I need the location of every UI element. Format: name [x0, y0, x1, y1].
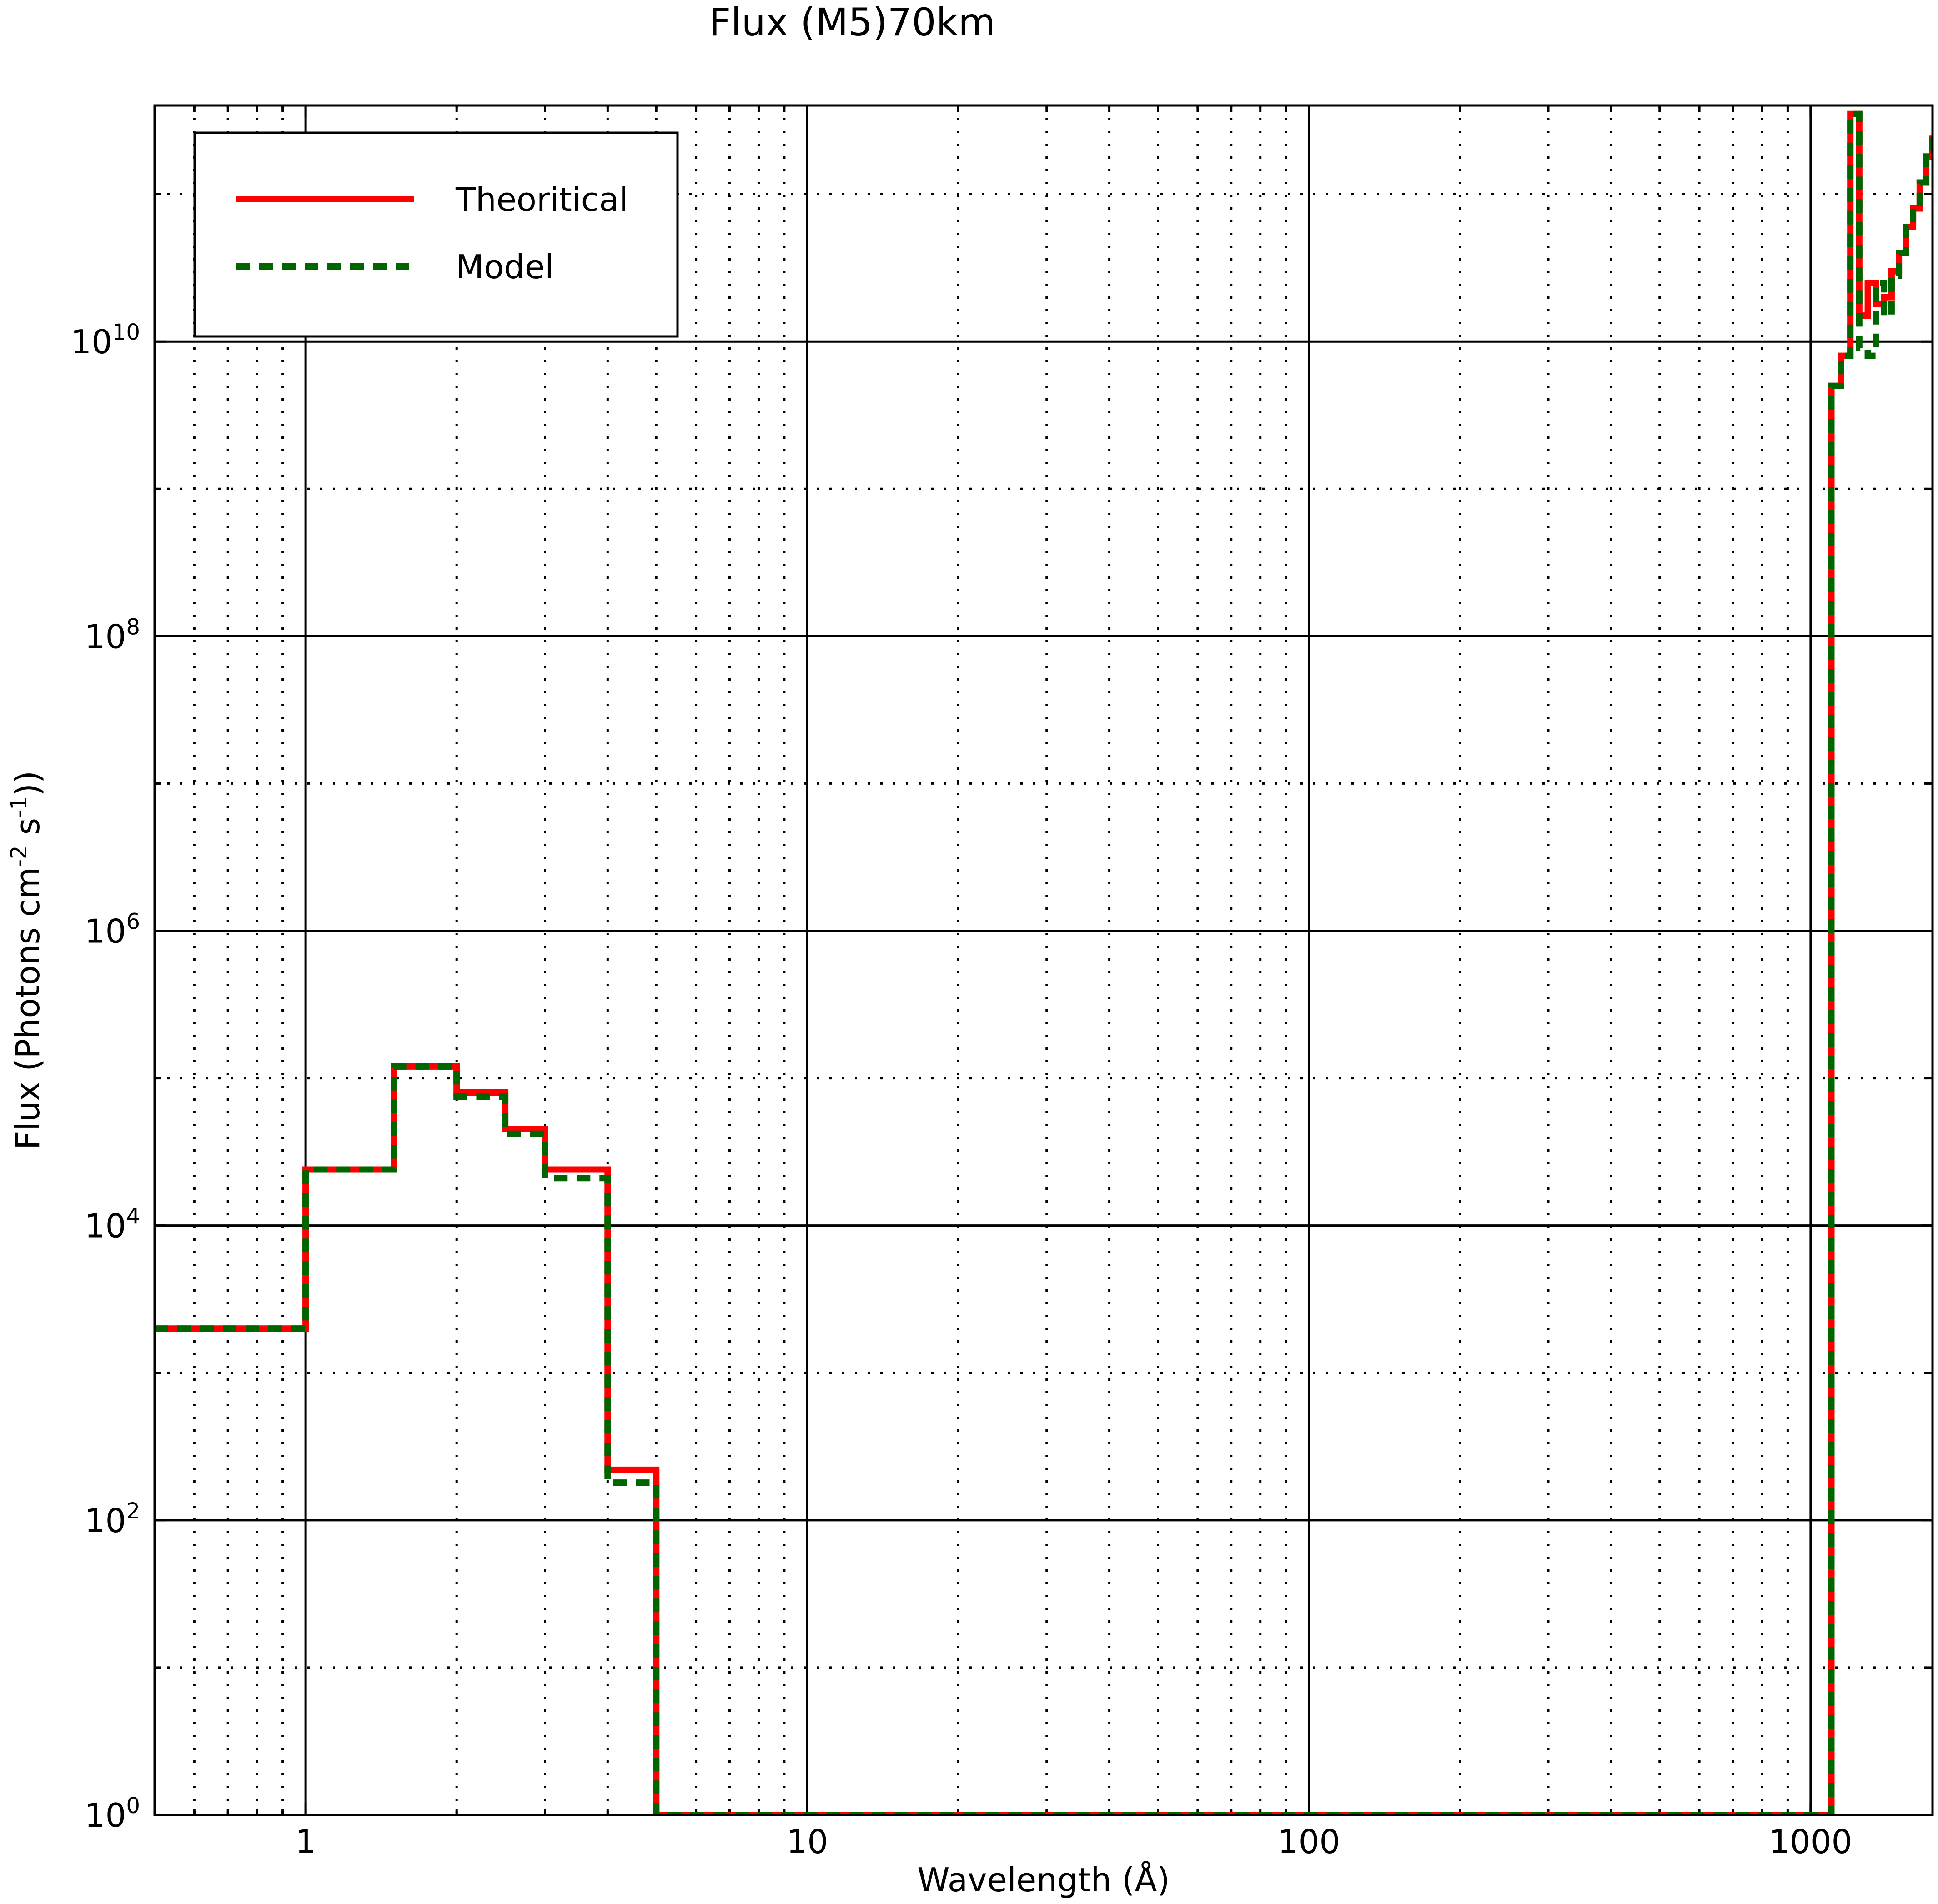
y-tick-exponent: 0	[126, 1793, 140, 1819]
y-axis-label-main: Flux (Photons cm	[9, 867, 47, 1150]
y-axis-label-exp2: -1	[6, 796, 32, 818]
y-tick-label: 106	[85, 909, 140, 951]
y-tick-exponent: 10	[112, 320, 140, 345]
y-tick-label: 100	[85, 1793, 140, 1834]
x-tick-label: 100	[1278, 1823, 1340, 1861]
y-tick-exponent: 8	[126, 614, 140, 640]
legend-label-theoritical: Theoritical	[455, 180, 628, 219]
x-tick-labels: 1 10 100 1000	[295, 1823, 1852, 1861]
chart-title: Flux (M5)70km	[709, 0, 995, 45]
y-tick-exponent: 6	[126, 909, 140, 935]
x-tick-label: 1000	[1769, 1823, 1852, 1861]
y-tick-base: 10	[85, 1796, 126, 1834]
y-tick-exponent: 4	[126, 1204, 140, 1229]
y-tick-label: 1010	[70, 320, 140, 361]
y-axis-label-mid: s	[9, 818, 47, 845]
series-layer	[155, 110, 1933, 1815]
y-tick-base: 10	[85, 1207, 126, 1245]
x-tick-label: 10	[787, 1823, 828, 1861]
legend: Theoritical Model	[193, 131, 679, 338]
plot-frame	[153, 104, 1934, 1816]
y-axis-label: Flux (Photons cm-2 s-1))	[6, 771, 47, 1150]
y-tick-label: 104	[85, 1204, 140, 1245]
legend-box	[193, 131, 679, 338]
y-tick-base: 10	[85, 912, 126, 951]
x-axis-label: Wavelength (Å)	[917, 1861, 1170, 1899]
y-tick-base: 10	[70, 323, 112, 361]
series-model-line	[155, 110, 1933, 1815]
x-tick-label: 1	[295, 1823, 316, 1861]
y-tick-base: 10	[85, 1502, 126, 1540]
y-axis-label-exp1: -2	[6, 845, 32, 867]
legend-label-model: Model	[456, 248, 554, 286]
y-tick-label: 108	[85, 614, 140, 656]
y-tick-label: 102	[85, 1498, 140, 1540]
y-tick-base: 10	[85, 617, 126, 656]
y-tick-exponent: 2	[126, 1498, 140, 1524]
y-axis-label-end: ))	[9, 771, 47, 796]
